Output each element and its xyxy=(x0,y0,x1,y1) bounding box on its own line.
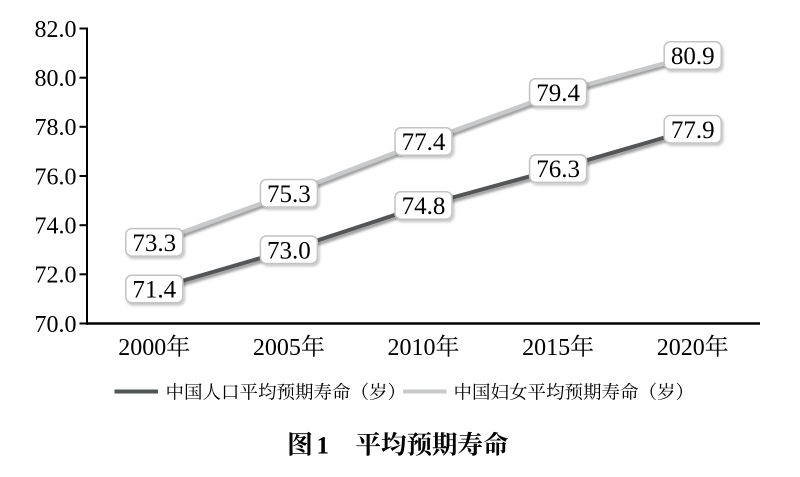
svg-text:76.0: 76.0 xyxy=(35,164,77,190)
svg-text:2020: 2020 xyxy=(657,335,705,361)
svg-text:80.0: 80.0 xyxy=(35,66,77,92)
svg-text:2000: 2000 xyxy=(118,335,166,361)
svg-text:74.8: 74.8 xyxy=(402,193,446,220)
svg-text:2015: 2015 xyxy=(522,335,570,361)
svg-text:72.0: 72.0 xyxy=(35,263,77,289)
svg-text:80.9: 80.9 xyxy=(671,43,715,70)
svg-text:70.0: 70.0 xyxy=(35,312,77,338)
svg-text:73.0: 73.0 xyxy=(267,237,311,264)
svg-text:74.0: 74.0 xyxy=(35,214,77,240)
svg-text:82.0: 82.0 xyxy=(35,17,77,43)
svg-text:75.3: 75.3 xyxy=(267,181,311,208)
svg-text:73.3: 73.3 xyxy=(132,230,176,257)
svg-text:1: 1 xyxy=(317,433,330,460)
svg-text:77.9: 77.9 xyxy=(671,117,715,144)
svg-text:76.3: 76.3 xyxy=(536,156,580,183)
svg-text:2010: 2010 xyxy=(388,335,436,361)
svg-text:78.0: 78.0 xyxy=(35,115,77,141)
svg-text:71.4: 71.4 xyxy=(132,277,176,304)
svg-text:79.4: 79.4 xyxy=(536,80,580,107)
svg-text:2005: 2005 xyxy=(253,335,301,361)
svg-text:77.4: 77.4 xyxy=(402,129,446,156)
